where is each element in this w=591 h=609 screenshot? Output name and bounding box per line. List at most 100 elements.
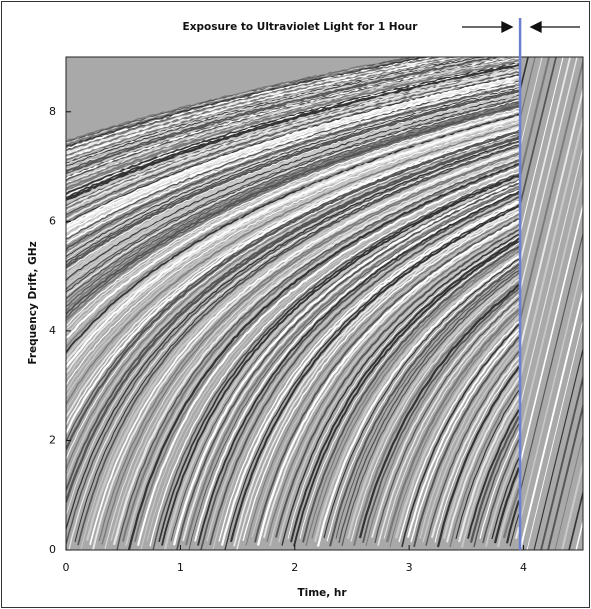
texture-stripe — [149, 171, 520, 547]
texture-stripe — [287, 236, 520, 539]
texture-stripe — [446, 377, 520, 543]
texture-stripe — [66, 101, 520, 300]
texture-stripe — [66, 87, 520, 258]
texture-stripe — [188, 188, 520, 550]
y-axis-label: Frequency Drift, GHz — [27, 241, 39, 364]
x-tick-label: 0 — [63, 561, 70, 574]
texture-stripe — [313, 253, 520, 542]
texture-stripe — [66, 111, 520, 344]
texture-stripe — [104, 154, 520, 549]
texture-stripe — [66, 121, 520, 392]
plot-border — [65, 56, 584, 551]
texture-stripe — [66, 124, 520, 405]
texture-stripe — [66, 89, 520, 263]
texture-stripe — [290, 237, 520, 543]
texture-stripe — [236, 210, 520, 550]
texture-stripe — [66, 73, 520, 223]
texture-stripe — [66, 119, 520, 379]
texture-stripe — [547, 402, 583, 550]
texture-stripe — [66, 102, 520, 303]
texture-stripe — [112, 156, 520, 546]
texture-stripe — [209, 195, 520, 546]
texture-stripe — [66, 57, 436, 149]
texture-stripe — [66, 129, 520, 442]
texture-stripe — [122, 160, 520, 542]
texture-stripe — [362, 287, 520, 543]
texture-stripe — [66, 59, 520, 186]
texture-stripe — [323, 258, 520, 539]
texture-stripe — [520, 57, 543, 150]
texture-stripe — [66, 140, 520, 530]
texture-stripe — [127, 162, 520, 550]
texture-stripe — [469, 415, 520, 543]
annotation: Exposure to Ultraviolet Light for 1 Hour — [183, 21, 419, 33]
texture-stripe — [66, 84, 520, 251]
texture-stripe — [422, 346, 520, 543]
texture-stripe — [520, 57, 557, 209]
texture-stripe — [449, 383, 520, 547]
texture-stripe — [66, 107, 520, 322]
texture-stripe — [66, 113, 520, 354]
texture-stripe — [66, 90, 520, 269]
texture-stripe — [66, 57, 478, 163]
texture-stripe — [520, 259, 583, 525]
texture-stripe — [98, 152, 520, 542]
texture-stripe — [389, 312, 520, 548]
texture-stripe — [256, 219, 520, 546]
texture-stripe — [172, 180, 520, 546]
texture-stripe — [66, 57, 442, 152]
texture-stripe — [66, 75, 520, 227]
texture-stripe — [66, 141, 520, 545]
texture-stripe — [66, 68, 520, 209]
texture-stripe — [457, 395, 520, 543]
texture-stripe — [66, 57, 430, 146]
texture-stripe — [233, 207, 520, 547]
texture-stripe — [254, 218, 520, 543]
y-tick-label: 6 — [49, 214, 56, 227]
texture-stripe — [66, 103, 520, 312]
texture-stripe — [467, 409, 520, 539]
texture-stripe — [66, 117, 520, 369]
texture-stripe — [66, 135, 520, 480]
texture-stripe — [66, 129, 520, 434]
texture-stripe — [66, 98, 519, 290]
texture-stripe — [407, 328, 520, 538]
texture-stripe — [66, 99, 520, 297]
texture-stripe — [520, 145, 583, 409]
texture-stripe — [182, 184, 520, 542]
texture-stripe — [482, 439, 520, 544]
texture-stripe — [338, 270, 520, 544]
texture-stripe — [125, 161, 520, 546]
texture-stripe — [520, 201, 583, 468]
texture-stripe — [66, 110, 520, 339]
texture-stripe — [163, 177, 520, 550]
texture-stripe — [116, 159, 520, 550]
y-tick-label: 2 — [49, 433, 56, 446]
texture-stripe — [74, 144, 519, 543]
texture-stripe — [520, 57, 578, 295]
texture-stripe — [520, 287, 583, 550]
texture-stripe — [514, 526, 521, 540]
texture-stripe — [335, 267, 520, 539]
texture-stripe — [218, 200, 520, 542]
texture-stripe — [431, 356, 520, 539]
texture-stripe — [419, 342, 520, 539]
texture-stripe — [110, 157, 520, 541]
texture-stripe — [66, 76, 520, 231]
texture-stripe — [66, 93, 520, 278]
texture-stripe — [137, 165, 520, 546]
texture-stripe — [275, 229, 520, 538]
texture-stripe — [170, 178, 520, 542]
texture-stripe — [374, 297, 520, 544]
texture-stripe — [66, 87, 520, 261]
texture-stripe — [520, 57, 583, 324]
texture-stripe — [266, 223, 520, 543]
texture-stripe — [502, 488, 521, 539]
texture-stripe — [66, 57, 482, 166]
x-axis-label: Time, hr — [297, 587, 347, 599]
texture-stripe — [455, 389, 520, 539]
texture-stripe — [66, 107, 520, 327]
texture-stripe — [561, 459, 583, 550]
texture-stripe — [398, 320, 520, 543]
